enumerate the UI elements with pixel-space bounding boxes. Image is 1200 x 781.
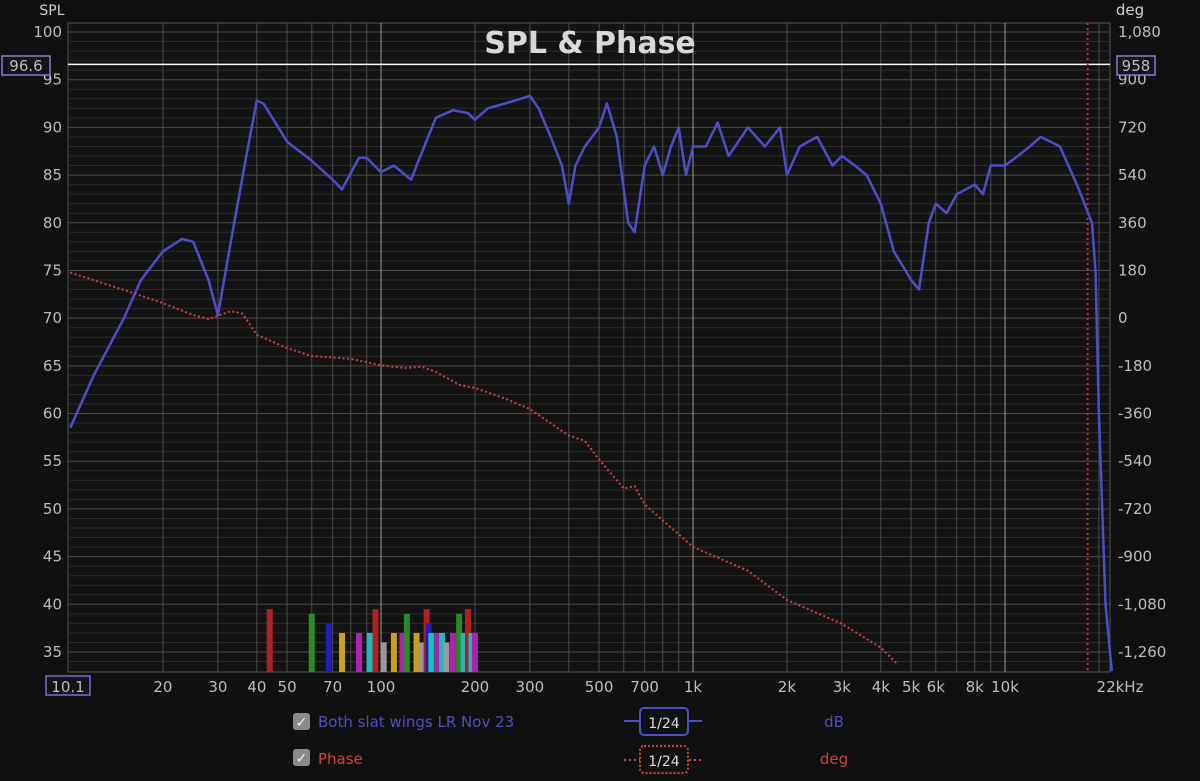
- legend-item-phase[interactable]: ✓ Phase 1/24 deg: [293, 745, 848, 774]
- unit-phase: deg: [820, 750, 848, 768]
- x-tick-label: 700: [630, 678, 659, 696]
- mode-marker-bar: [403, 613, 410, 672]
- mode-marker-bar: [443, 642, 450, 672]
- mode-marker-bar: [325, 623, 332, 672]
- deg-cursor-box: [1116, 55, 1156, 76]
- x-tick-label: 3k: [833, 678, 852, 696]
- smoothing-box-phase[interactable]: [639, 745, 689, 774]
- y-tick-label: 100: [33, 23, 62, 41]
- y-tick-label: 65: [43, 357, 62, 375]
- y2-tick-label: 1,080: [1118, 23, 1161, 41]
- y2-tick-label: -900: [1118, 548, 1152, 566]
- mode-marker-bar: [390, 632, 397, 672]
- mode-marker-bar: [464, 609, 471, 672]
- check-icon: ✓: [296, 751, 308, 767]
- y2-tick-label: -1,080: [1118, 595, 1166, 613]
- y-tick-label: 85: [43, 166, 62, 184]
- mode-marker-bar: [266, 609, 273, 672]
- x-tick-label: 5k: [902, 678, 921, 696]
- y-axis-label: SPL: [39, 3, 64, 19]
- y-tick-label: 60: [43, 405, 62, 423]
- x-tick-label: 30: [208, 678, 227, 696]
- checkbox-phase[interactable]: [293, 749, 310, 766]
- mode-marker-bar: [399, 632, 406, 672]
- legend-label-spl: Both slat wings LR Nov 23: [318, 713, 514, 731]
- mode-marker-bar: [456, 613, 463, 672]
- y-tick-label: 35: [43, 643, 62, 661]
- x-tick-label: 1k: [684, 678, 703, 696]
- y-tick-label: 70: [43, 309, 62, 327]
- spl-cursor-readout: 96.6: [9, 57, 42, 75]
- x-tick-label: 2k: [778, 678, 797, 696]
- plot-area: [67, 22, 1111, 673]
- mode-marker-bar: [449, 632, 456, 672]
- mode-marker-bar: [468, 632, 475, 672]
- check-icon: ✓: [296, 715, 308, 731]
- y2-tick-label: 360: [1118, 214, 1147, 232]
- mode-marker-bar: [428, 632, 435, 672]
- y2-tick-label: 180: [1118, 261, 1147, 279]
- mode-marker-bar: [372, 609, 379, 672]
- x-tick-label: 20: [153, 678, 172, 696]
- y2-tick-label: -360: [1118, 405, 1152, 423]
- chart-title: SPL & Phase: [484, 26, 696, 61]
- x-tick-label: 300: [516, 678, 545, 696]
- x-tick-label: 6k: [927, 678, 946, 696]
- mode-marker-bar: [355, 632, 362, 672]
- y2-tick-label: -540: [1118, 452, 1152, 470]
- y2-tick-label: 720: [1118, 118, 1147, 136]
- y2-tick-label: -1,260: [1118, 643, 1166, 661]
- unit-spl: dB: [824, 713, 844, 731]
- x-tick-label: 22kHz: [1097, 678, 1144, 696]
- phase-series-line: [69, 271, 898, 665]
- x-tick-label: 200: [461, 678, 490, 696]
- x-tick-label: 10k: [991, 678, 1019, 696]
- mode-marker-bar: [439, 632, 446, 672]
- y-tick-label: 75: [43, 261, 62, 279]
- x-tick-label: 100: [367, 678, 396, 696]
- x-tick-label: 4k: [872, 678, 891, 696]
- y-tick-label: 50: [43, 500, 62, 518]
- legend-item-spl[interactable]: ✓ Both slat wings LR Nov 23 1/24 dB: [293, 707, 844, 736]
- mode-marker-bar: [460, 632, 467, 672]
- mode-marker-bar: [366, 632, 373, 672]
- legend-label-phase: Phase: [318, 750, 363, 768]
- mode-marker-bar: [413, 632, 420, 672]
- mode-marker-bar: [471, 632, 478, 672]
- spl-cursor-box: [1, 55, 51, 76]
- x-tick-label: 40: [247, 678, 266, 696]
- y2-tick-label: 0: [1118, 309, 1128, 327]
- mode-marker-bar: [308, 613, 315, 672]
- y2-tick-label: 540: [1118, 166, 1147, 184]
- legend: ✓ Both slat wings LR Nov 23 1/24 dB ✓ Ph…: [293, 707, 848, 774]
- y2-axis-label: deg: [1116, 1, 1144, 19]
- y2-tick-label: -180: [1118, 357, 1152, 375]
- spl-series-line: [69, 94, 1114, 672]
- y-tick-label: 80: [43, 214, 62, 232]
- x-tick-label: 10.1: [51, 678, 84, 696]
- x-tick-label: 50: [278, 678, 297, 696]
- mode-marker-bar: [339, 632, 346, 672]
- x-tick-label: 8k: [966, 678, 985, 696]
- y-tick-label: 45: [43, 548, 62, 566]
- mode-marker-bar: [434, 632, 441, 672]
- y-tick-label: 55: [43, 452, 62, 470]
- mode-marker-bar: [380, 642, 387, 672]
- smoothing-phase: 1/24: [648, 754, 680, 770]
- checkbox-spl[interactable]: [293, 713, 310, 730]
- y-tick-label: 90: [43, 118, 62, 136]
- y2-tick-label: -720: [1118, 500, 1152, 518]
- deg-cursor-readout: 958: [1122, 57, 1151, 75]
- y-tick-label: 40: [43, 595, 62, 613]
- smoothing-box-spl[interactable]: [639, 707, 689, 736]
- x-cursor-box: [45, 675, 91, 696]
- x-tick-label: 70: [323, 678, 342, 696]
- mode-marker-bar: [418, 642, 425, 672]
- smoothing-spl: 1/24: [648, 716, 680, 732]
- x-tick-label: 500: [585, 678, 614, 696]
